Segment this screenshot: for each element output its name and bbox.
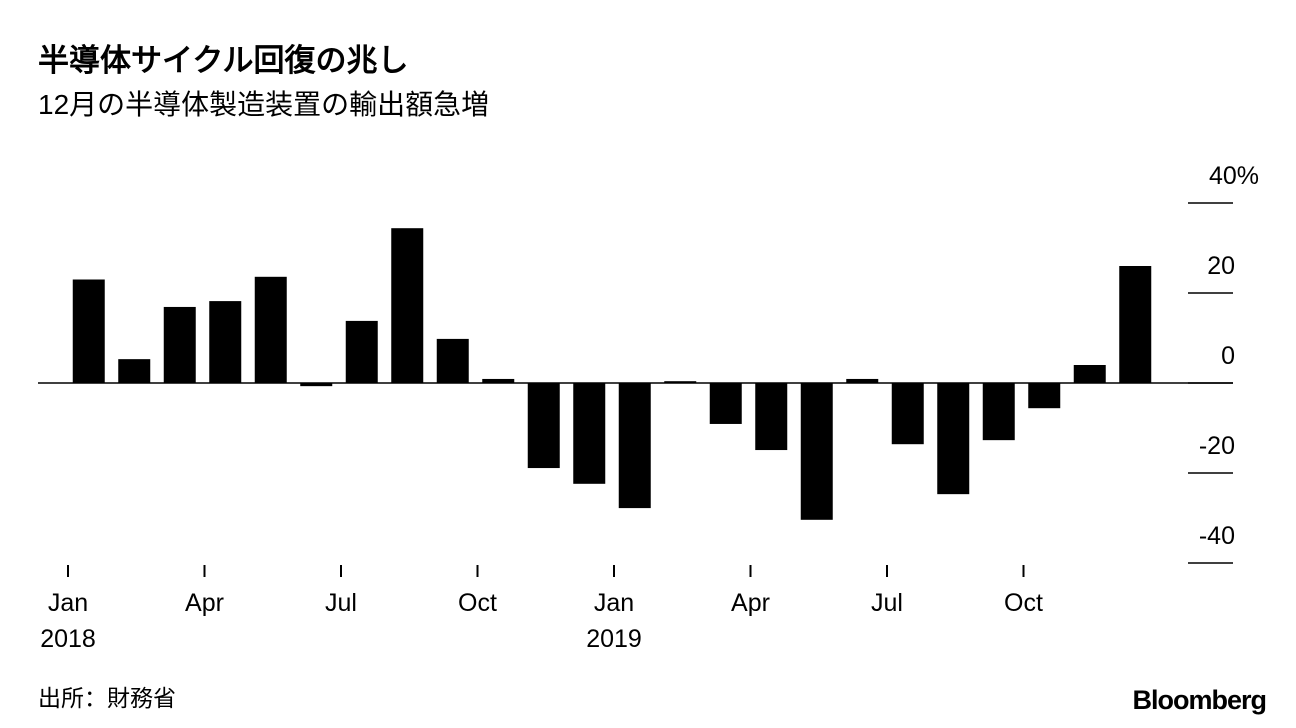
chart-title: 半導体サイクル回復の兆し (38, 43, 408, 78)
bar (527, 383, 560, 469)
y-tick-label: 40% (1209, 162, 1259, 190)
bar (800, 383, 833, 520)
y-tick-label: 0 (1221, 342, 1235, 370)
bar (1119, 266, 1152, 383)
x-tick-label: Oct (458, 589, 497, 617)
bar (573, 383, 606, 484)
source: 出所：財務省 (38, 685, 176, 711)
x-tick-label: Jul (325, 589, 357, 617)
x-tick-label: Jul (871, 589, 903, 617)
bar (1028, 383, 1061, 409)
bar (846, 378, 879, 383)
bar (982, 383, 1015, 441)
bar (254, 276, 287, 383)
x-tick-label: Jan 2019 (586, 589, 642, 653)
bar (709, 383, 742, 424)
x-tick-label: Apr (185, 589, 224, 617)
bar (300, 383, 333, 387)
brand: Bloomberg (1132, 685, 1266, 715)
x-tick-label: Jan 2018 (40, 589, 96, 653)
bar (436, 338, 469, 383)
bar (618, 383, 651, 509)
y-tick-label: -40 (1199, 522, 1235, 550)
bar (391, 228, 424, 383)
bar (72, 279, 105, 383)
bar (209, 301, 242, 383)
x-tick-label: Apr (731, 589, 770, 617)
bar (755, 383, 788, 451)
bar (163, 306, 196, 383)
y-tick-label: 20 (1207, 252, 1235, 280)
chart-subtitle: 12月の半導体製造装置の輸出額急増 (38, 89, 489, 120)
bar (345, 320, 378, 383)
bar (482, 378, 515, 383)
bar (118, 359, 151, 383)
x-tick-label: Oct (1004, 589, 1043, 617)
bar (664, 381, 697, 383)
bar (1073, 365, 1106, 383)
y-tick-label: -20 (1199, 432, 1235, 460)
bar (937, 383, 970, 495)
bar (891, 383, 924, 445)
